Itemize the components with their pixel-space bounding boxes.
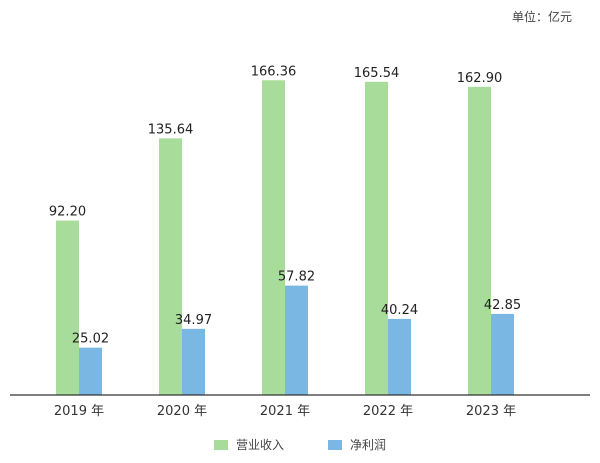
data-label-revenue-0: 92.20 — [49, 205, 86, 220]
data-label-net-profit-0: 25.02 — [72, 332, 109, 347]
bar-net-profit-3 — [388, 318, 411, 395]
legend: 营业收入 净利润 — [0, 436, 600, 453]
legend-label-revenue: 营业收入 — [235, 438, 284, 452]
data-label-revenue-1: 135.64 — [148, 122, 194, 137]
unit-label: 单位：亿元 — [511, 10, 572, 24]
legend-swatch-net-profit — [328, 439, 342, 450]
legend-swatch-revenue — [213, 439, 228, 450]
data-label-revenue-2: 166.36 — [251, 64, 297, 79]
data-labels-layer: 92.20 25.02 135.64 34.97 166.36 57.82 165.54 40… — [49, 64, 521, 346]
bar-revenue-0 — [56, 220, 79, 395]
data-label-net-profit-2: 57.82 — [278, 270, 315, 285]
data-label-revenue-4: 162.90 — [457, 71, 503, 86]
data-label-revenue-3: 165.54 — [354, 66, 400, 81]
data-label-net-profit-1: 34.97 — [175, 313, 212, 328]
bar-revenue-2 — [262, 80, 285, 395]
bar-net-profit-2 — [285, 285, 308, 395]
x-tick-label-1: 2020 年 — [157, 404, 207, 419]
bar-net-profit-0 — [79, 347, 102, 395]
bar-net-profit-1 — [182, 328, 205, 395]
x-tick-labels-layer: 2019 年 2020 年 2021 年 2022 年 2023 年 — [54, 404, 516, 419]
bar-net-profit-4 — [491, 313, 514, 395]
bars-layer — [56, 80, 514, 395]
legend-item-revenue: 营业收入 — [213, 436, 284, 453]
legend-item-net-profit: 净利润 — [328, 436, 386, 453]
legend-label-net-profit: 净利润 — [350, 438, 387, 452]
x-tick-label-2: 2021 年 — [260, 404, 310, 419]
x-tick-label-0: 2019 年 — [54, 404, 104, 419]
data-label-net-profit-3: 40.24 — [381, 303, 418, 318]
x-tick-label-3: 2022 年 — [363, 404, 413, 419]
bar-revenue-4 — [468, 86, 491, 395]
bar-revenue-3 — [365, 81, 388, 395]
bar-revenue-1 — [159, 138, 182, 395]
x-tick-label-4: 2023 年 — [466, 404, 516, 419]
bar-chart: 92.20 25.02 135.64 34.97 166.36 57.82 165.54 40… — [10, 64, 590, 419]
data-label-net-profit-4: 42.85 — [484, 298, 521, 313]
